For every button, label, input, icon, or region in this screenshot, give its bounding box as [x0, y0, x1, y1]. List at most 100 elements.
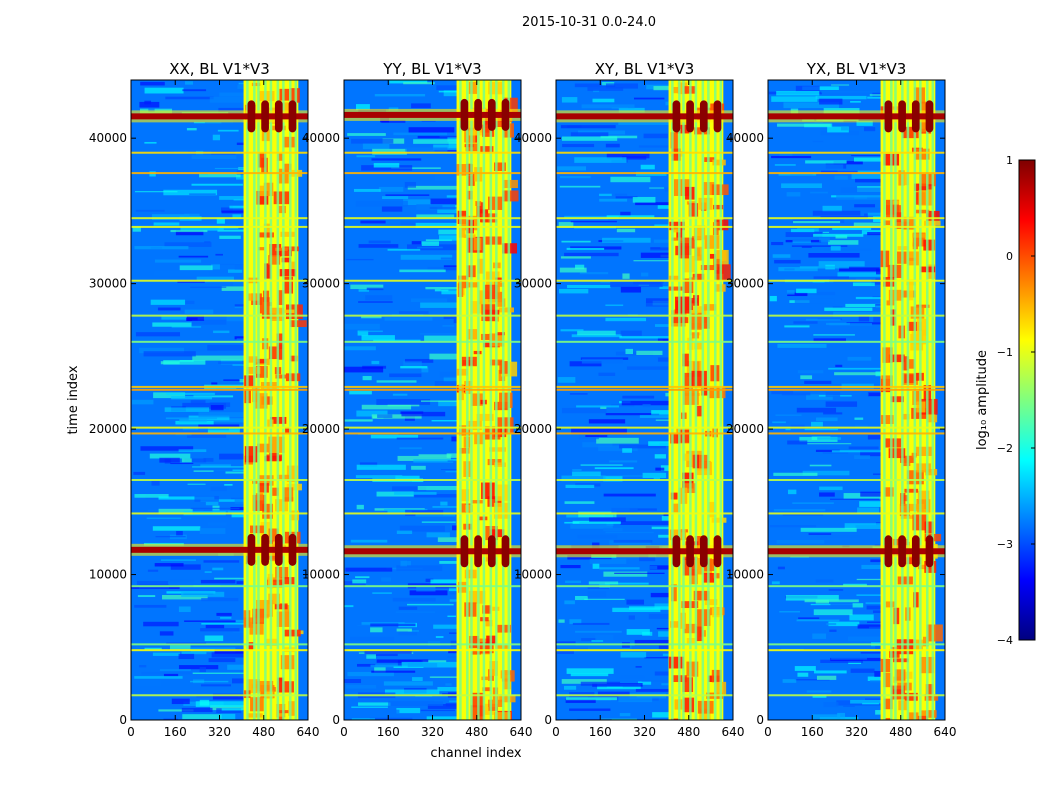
band-patch: [268, 528, 279, 542]
noise-patch: [212, 134, 221, 141]
noise-patch: [566, 247, 605, 250]
noise-patch: [769, 295, 777, 302]
noise-patch: [144, 647, 162, 650]
noise-patch: [134, 676, 183, 679]
noise-patch: [382, 196, 409, 200]
noise-patch: [794, 291, 836, 296]
noise-patch: [400, 254, 453, 260]
noise-patch: [560, 256, 591, 259]
noise-patch: [629, 508, 657, 511]
noise-patch: [781, 183, 822, 189]
noise-patch: [841, 126, 849, 131]
band-patch: [888, 448, 906, 459]
noise-patch: [850, 101, 861, 103]
rfi-row: [131, 340, 308, 343]
channel-stripe: [682, 80, 685, 720]
noise-patch: [619, 713, 631, 717]
x-tick-label: 160: [589, 725, 612, 739]
band-patch: [258, 483, 269, 493]
noise-patch: [622, 395, 655, 399]
noise-patch: [351, 718, 375, 720]
noise-patch: [352, 579, 367, 584]
noise-patch: [134, 191, 178, 193]
band-patch: [456, 368, 468, 376]
band-patch: [901, 356, 909, 371]
peak-blob: [686, 100, 694, 133]
noise-patch: [585, 435, 608, 438]
noise-patch: [815, 95, 867, 100]
noise-patch: [199, 667, 206, 673]
noise-patch: [566, 697, 617, 701]
noise-patch: [820, 91, 877, 93]
noise-patch: [361, 404, 412, 410]
noise-patch: [159, 669, 191, 672]
band-patch: [907, 251, 919, 266]
noise-patch: [649, 187, 665, 189]
noise-patch: [828, 621, 860, 627]
noise-patch: [410, 298, 448, 303]
noise-patch: [792, 164, 844, 170]
noise-patch: [163, 718, 178, 720]
noise-patch: [396, 707, 421, 714]
channel-stripe: [883, 80, 886, 720]
channel-stripe: [502, 80, 505, 720]
band-patch: [274, 603, 288, 610]
peak-blob: [501, 535, 510, 568]
noise-patch: [163, 189, 218, 196]
noise-patch: [831, 84, 850, 86]
noise-patch: [209, 402, 231, 407]
noise-patch: [609, 460, 638, 463]
noise-patch: [558, 222, 574, 228]
rfi-row: [768, 225, 945, 228]
band-patch: [673, 228, 681, 233]
figure-suptitle: 2015-10-31 0.0-24.0: [522, 15, 656, 30]
noise-patch: [141, 671, 192, 675]
peak-blob: [460, 98, 469, 131]
noise-patch: [580, 681, 621, 686]
noise-patch: [201, 623, 255, 625]
noise-patch: [199, 699, 210, 706]
noise-patch: [559, 288, 589, 294]
noise-patch: [836, 194, 891, 200]
noise-patch: [146, 517, 182, 520]
noise-patch: [162, 594, 208, 600]
noise-patch: [163, 360, 206, 365]
band-patch: [477, 258, 484, 274]
band-patch: [260, 382, 277, 389]
noise-patch: [381, 577, 391, 582]
noise-patch: [139, 347, 185, 354]
rfi-row: [131, 649, 308, 652]
band-patch: [923, 636, 929, 647]
noise-patch: [813, 338, 846, 343]
noise-patch: [804, 380, 832, 384]
peak-row: [131, 113, 308, 120]
band-patch: [272, 487, 279, 496]
noise-patch: [822, 231, 830, 233]
noise-patch: [592, 98, 615, 103]
noise-patch: [558, 619, 565, 623]
band-patch: [704, 599, 718, 606]
noise-patch: [430, 198, 462, 205]
band-patch: [883, 672, 892, 688]
peak-blob: [925, 100, 934, 133]
noise-patch: [157, 149, 206, 151]
band-patch: [904, 488, 919, 493]
noise-patch: [608, 219, 635, 221]
band-patch: [893, 658, 909, 663]
noise-patch: [421, 120, 436, 122]
band-patch: [704, 235, 720, 249]
noise-patch: [370, 623, 416, 627]
noise-patch: [234, 306, 243, 309]
noise-patch: [361, 165, 413, 171]
noise-patch: [377, 414, 393, 418]
noise-patch: [161, 315, 205, 320]
rfi-row: [556, 479, 733, 481]
noise-patch: [219, 453, 246, 460]
y-tick-label: 20000: [302, 422, 340, 436]
x-tick-label: 480: [252, 725, 275, 739]
noise-patch: [134, 679, 162, 686]
noise-patch: [618, 122, 671, 125]
noise-patch: [427, 266, 468, 272]
noise-patch: [158, 508, 193, 515]
noise-patch: [794, 666, 816, 671]
